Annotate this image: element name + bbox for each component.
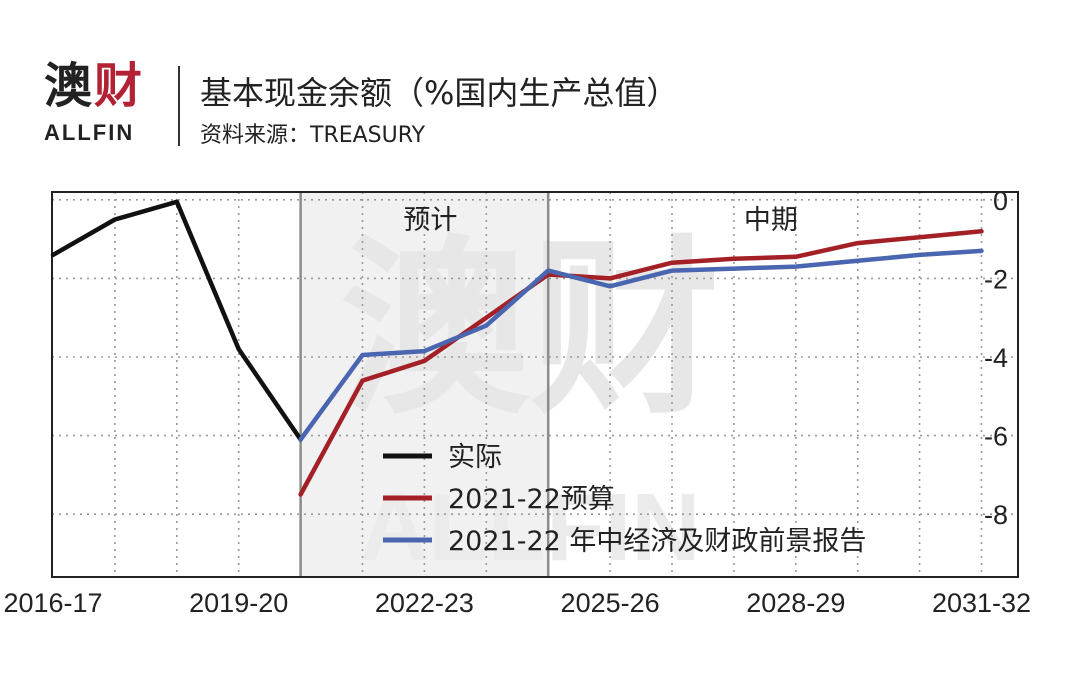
- y-tick-label: 0: [993, 186, 1008, 216]
- x-tick-label: 2022-23: [375, 588, 474, 618]
- y-tick-label: -8: [984, 500, 1008, 530]
- x-tick-label: 2025-26: [561, 588, 660, 618]
- header-divider: [178, 66, 180, 146]
- y-tick-label: -6: [984, 422, 1008, 452]
- chart-title: 基本现金余额（%国内生产总值）: [200, 74, 679, 112]
- logo-char-2: 财: [94, 58, 145, 114]
- y-tick-label: -2: [984, 264, 1008, 294]
- x-tick-label: 2031-32: [932, 588, 1031, 618]
- logo-subtext: ALLFIN: [44, 120, 135, 145]
- watermark-logo: 澳财: [340, 219, 720, 440]
- region-label: 中期: [744, 205, 798, 236]
- series-line: [298, 229, 984, 497]
- series-line: [298, 248, 984, 442]
- legend-label: 2021-22 年中经济及财政前景报告: [448, 526, 866, 557]
- series-line: [50, 199, 303, 442]
- x-tick-label: 2019-20: [189, 588, 288, 618]
- legend-label: 实际: [448, 442, 502, 473]
- logo-text: 澳财: [44, 62, 144, 110]
- region-label: 预计: [403, 205, 457, 236]
- x-tick-label: 2028-29: [746, 588, 845, 618]
- logo-char-1: 澳: [44, 58, 95, 114]
- plot-frame: [51, 191, 1019, 578]
- x-tick-label: 2016-17: [3, 588, 102, 618]
- watermark-text: ALLFIN: [359, 474, 700, 581]
- source-label: 资料来源：TREASURY: [200, 123, 426, 148]
- y-tick-label: -4: [984, 343, 1008, 373]
- legend-label: 2021-22预算: [448, 484, 615, 515]
